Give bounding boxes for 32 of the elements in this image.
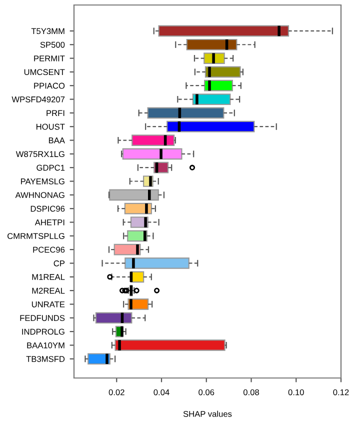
y-tick-label: PERMIT <box>34 56 65 62</box>
y-tick-label: BAA <box>48 138 65 144</box>
x-tick-label: 0.08 <box>243 389 259 396</box>
y-tick-label: CP <box>54 260 65 266</box>
y-tick-label: TB3MSFD <box>26 356 65 362</box>
x-axis-title: SHAP values <box>183 410 232 417</box>
y-tick-label: INDPROLG <box>22 328 64 335</box>
y-tick-label: W875RX1LG <box>16 151 64 158</box>
y-tick-label: FEDFUNDS <box>20 315 65 321</box>
y-tick-label: UMCSENT <box>24 69 65 76</box>
y-tick-label: CMRMTSPLLG <box>8 233 64 240</box>
y-tick-label: PRFI <box>46 110 64 116</box>
y-tick-label: AWHNONAG <box>15 192 64 198</box>
y-tick-label: WPSFD49207 <box>12 96 65 102</box>
y-tick-label: PPIACO <box>34 82 65 89</box>
x-tick-label: 0.02 <box>108 389 124 396</box>
x-tick-label: 0.10 <box>288 389 304 396</box>
y-tick-label: T5Y3MM <box>31 28 64 34</box>
y-tick-label: UNRATE <box>32 302 65 308</box>
y-tick-label: GDPC1 <box>36 164 65 171</box>
y-tick-label: DSPIC96 <box>30 206 65 212</box>
y-tick-label: HOUST <box>36 124 65 130</box>
y-tick-label: BAA10YM <box>27 342 64 348</box>
y-tick-label: SP500 <box>40 42 65 48</box>
x-tick-label: 0.12 <box>333 389 349 396</box>
y-tick-label: M1REAL <box>32 274 65 280</box>
x-tick-label: 0.04 <box>154 389 170 396</box>
y-tick-label: M2REAL <box>32 288 65 294</box>
y-tick-label: PCEC96 <box>33 246 65 253</box>
x-tick-label: 0.06 <box>198 389 214 396</box>
y-tick-label: AHETPI <box>34 220 64 226</box>
y-tick-label: PAYEMSLG <box>21 178 64 184</box>
